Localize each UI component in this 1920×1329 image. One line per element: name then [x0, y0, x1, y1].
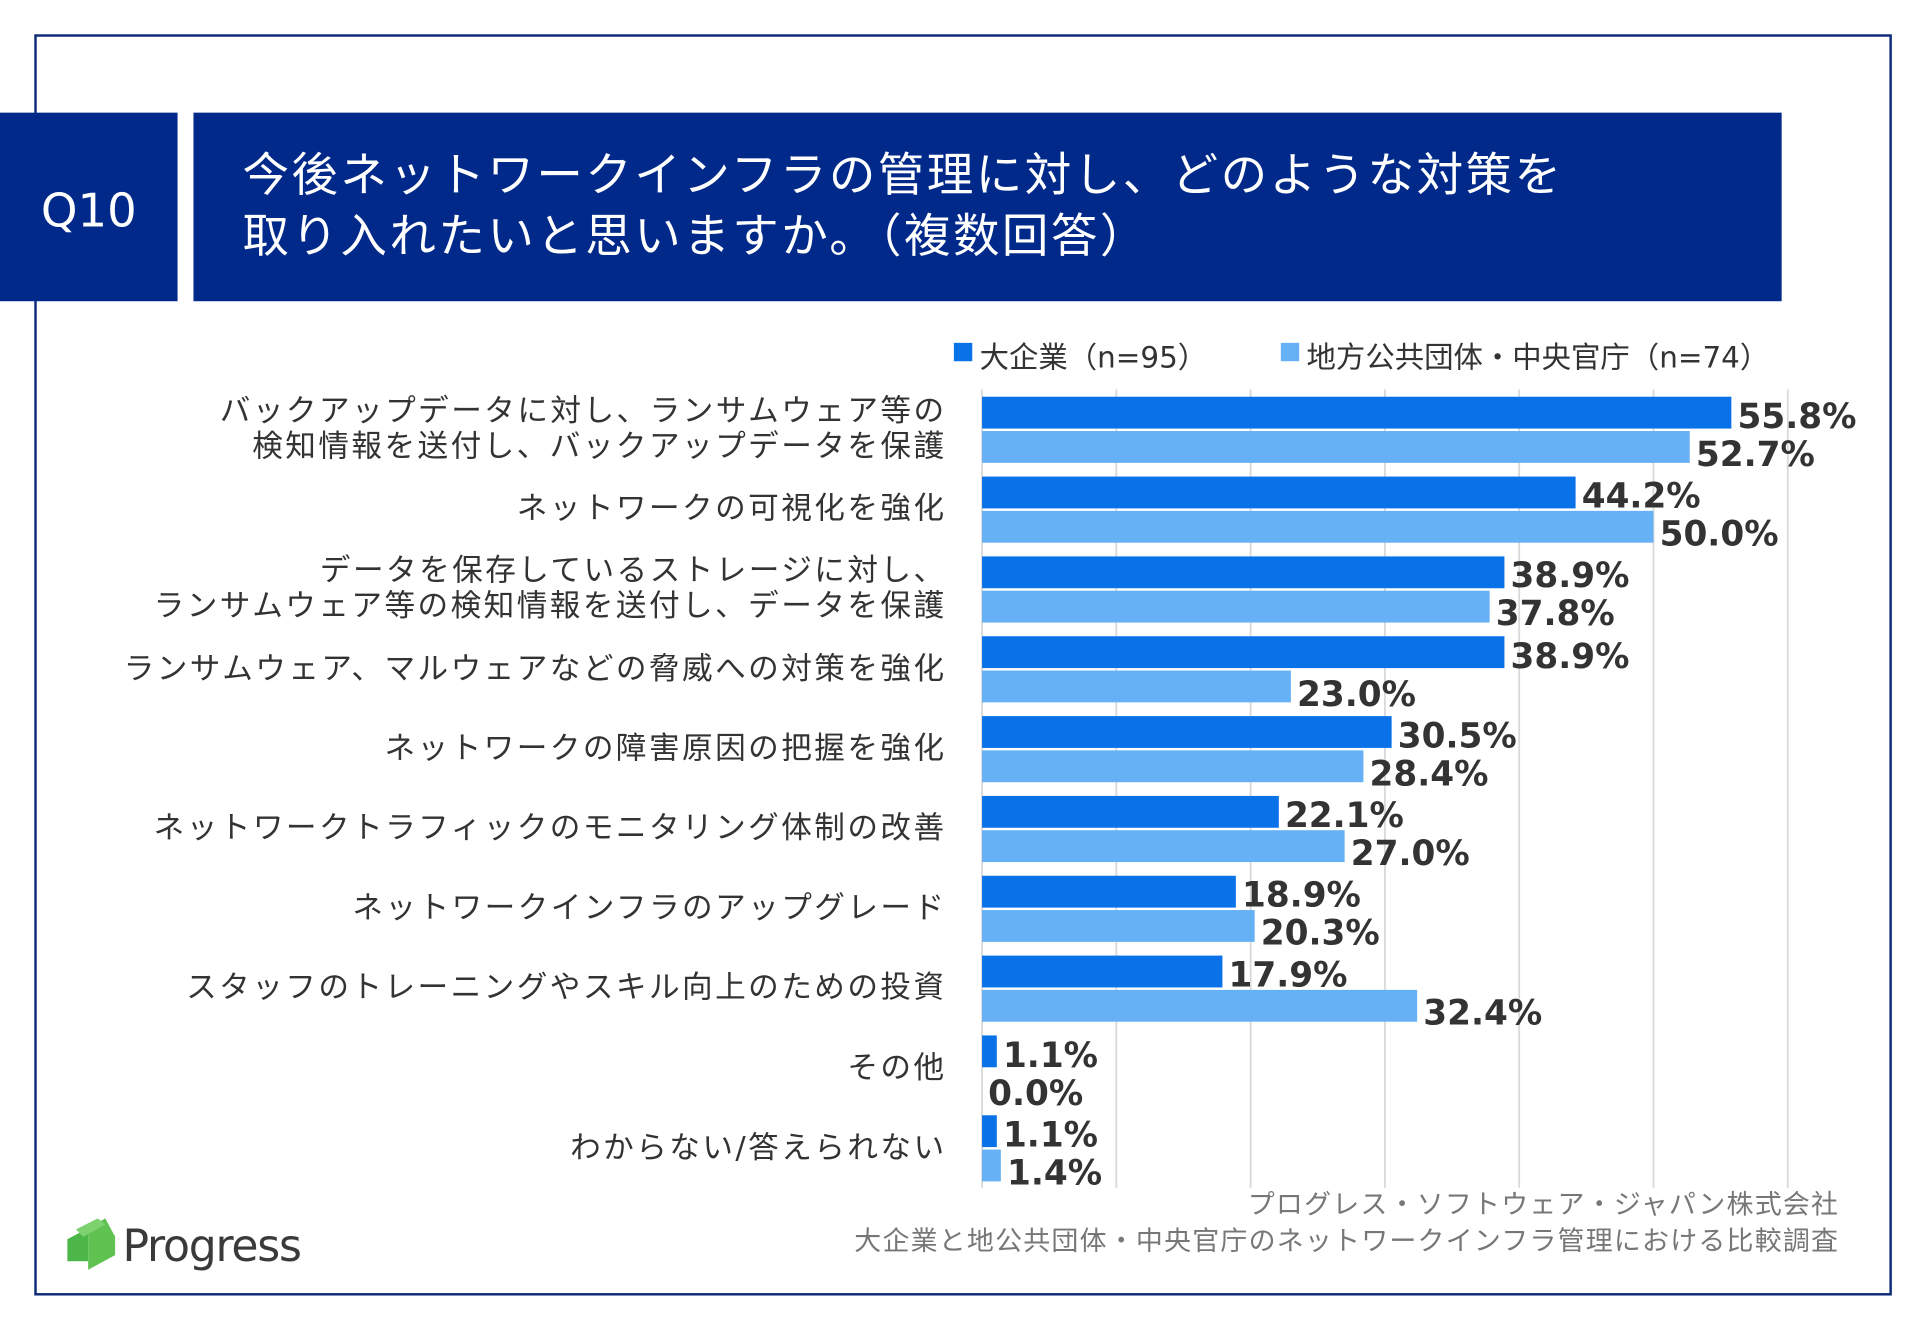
value-label: 52.7% — [1695, 434, 1815, 475]
legend-label: 大企業（n=95） — [979, 340, 1208, 375]
bar — [982, 716, 1392, 748]
bar — [982, 476, 1576, 509]
bar — [982, 556, 1505, 589]
bar — [982, 750, 1364, 783]
value-label: 18.9% — [1241, 875, 1361, 916]
value-label: 38.9% — [1510, 555, 1630, 597]
category-label: ランサムウェア、マルウェアなどの脅威への対策を強化 — [123, 650, 947, 686]
title: 今後ネットワークインフラの管理に対し、どのような対策を 取り入れたいと思いますか… — [242, 148, 1564, 264]
value-label: 17.9% — [1228, 954, 1348, 996]
category-label: ネットワークの障害原因の把握を強化 — [384, 730, 947, 766]
bar — [982, 910, 1255, 942]
value-label: 30.5% — [1397, 715, 1517, 756]
value-label: 37.8% — [1495, 593, 1615, 635]
source-line: 大企業と地公共団体・中央官庁のネットワークインフラ管理における比較調査 — [854, 1226, 1840, 1258]
value-label: 20.3% — [1260, 913, 1380, 954]
question-label: Q10 — [40, 183, 137, 238]
value-label: 44.2% — [1581, 475, 1701, 517]
category-label: ネットワークの可視化を強化 — [516, 490, 947, 527]
value-label: 38.9% — [1510, 635, 1630, 677]
value-label: 28.4% — [1369, 753, 1489, 794]
source: プログレス・ソフトウェア・ジャパン株式会社大企業と地公共団体・中央官庁のネットワ… — [854, 1188, 1839, 1261]
category-label: わからない/答えられない — [570, 1129, 947, 1165]
value-label: 1.1% — [1002, 1034, 1099, 1076]
logo-icon — [67, 1218, 116, 1270]
bar — [982, 830, 1345, 863]
legend-swatch — [953, 342, 973, 362]
value-label: 1.1% — [1002, 1114, 1099, 1156]
category-label: ネットワークインフラのアップグレード — [352, 889, 947, 926]
title-box — [193, 112, 1782, 302]
bar — [982, 590, 1490, 623]
source-line: プログレス・ソフトウェア・ジャパン株式会社 — [1247, 1190, 1840, 1221]
bar — [982, 989, 1418, 1022]
bar — [982, 636, 1505, 669]
value-label: 32.4% — [1423, 992, 1543, 1034]
value-label: 1.4% — [1006, 1152, 1103, 1194]
bar — [982, 875, 1236, 908]
bar — [982, 510, 1654, 543]
bar — [982, 1149, 1001, 1182]
bar — [982, 795, 1279, 828]
value-label: 23.0% — [1297, 673, 1416, 714]
category-label: データを保存しているストレージに対し、 ランサムウェア等の検知情報を送付し、デー… — [153, 552, 947, 624]
category-label: その他 — [847, 1049, 947, 1086]
value-label: 22.1% — [1284, 795, 1404, 836]
bar — [982, 1035, 997, 1068]
bar — [982, 431, 1690, 463]
legend-swatch — [1280, 342, 1300, 362]
question-box — [0, 112, 178, 302]
value-label: 55.8% — [1737, 396, 1857, 437]
logo-text: Progress — [122, 1222, 302, 1273]
bar — [982, 955, 1223, 988]
bar — [982, 670, 1291, 703]
frame — [34, 34, 1892, 1296]
bar — [982, 396, 1732, 429]
value-label: 27.0% — [1350, 833, 1470, 874]
category-label: ネットワークトラフィックのモニタリング体制の改善 — [153, 810, 947, 846]
value-label: 50.0% — [1659, 513, 1779, 555]
category-label: スタッフのトレーニングやスキル向上のための投資 — [186, 969, 947, 1006]
legend-label: 地方公共団体・中央官庁（n=74） — [1306, 340, 1770, 375]
category-label: バックアップデータに対し、ランサムウェア等の 検知情報を送付し、バックアップデー… — [219, 393, 947, 465]
bar — [982, 1115, 997, 1148]
value-label: 0.0% — [988, 1072, 1084, 1114]
